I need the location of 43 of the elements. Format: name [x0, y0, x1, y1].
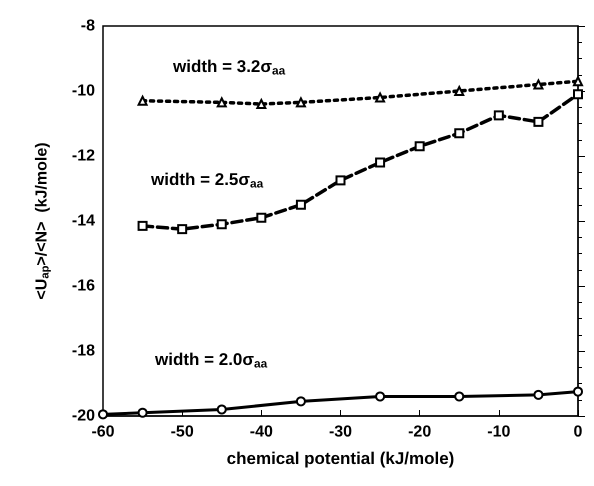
- point: [216, 404, 227, 414]
- point: [494, 110, 504, 120]
- y-tick-label: -8: [80, 18, 96, 34]
- point: [138, 96, 148, 106]
- point: [414, 141, 425, 152]
- y-tick-label: -12: [72, 148, 96, 164]
- point: [454, 392, 464, 402]
- point: [296, 200, 306, 210]
- point: [296, 396, 306, 406]
- point: [573, 386, 583, 397]
- point: [216, 219, 227, 230]
- y-tick-label: -10: [72, 82, 96, 100]
- y-tick-label: -16: [72, 278, 96, 294]
- x-tick-label: -60: [91, 424, 115, 440]
- point: [98, 409, 108, 420]
- point: [454, 86, 464, 96]
- x-tick-label: 0: [574, 424, 583, 440]
- point: [573, 76, 583, 86]
- point: [138, 408, 148, 418]
- point: [177, 224, 188, 234]
- point: [375, 158, 386, 168]
- point: [216, 97, 227, 108]
- x-tick-label: -30: [328, 424, 352, 440]
- point: [375, 392, 386, 402]
- point: [533, 390, 544, 400]
- point: [296, 97, 306, 108]
- y-tick-label: -14: [72, 212, 96, 230]
- x-axis-title: chemical potential (kJ/mole): [226, 449, 454, 468]
- y-tick-label: -18: [72, 342, 96, 360]
- point: [336, 175, 346, 186]
- point: [256, 99, 266, 109]
- point: [454, 128, 464, 138]
- point: [138, 220, 148, 231]
- x-tick-label: -50: [170, 424, 194, 440]
- point: [573, 89, 583, 100]
- x-tick-label: -10: [487, 424, 510, 440]
- point: [256, 212, 266, 223]
- x-tick-label: -40: [250, 424, 273, 440]
- y-axis-title: <Uap>/<N> (kJ/mole): [33, 142, 52, 300]
- x-tick-label: -20: [408, 424, 432, 440]
- point: [533, 116, 544, 127]
- y-tick-label: -20: [72, 408, 96, 424]
- point: [533, 80, 544, 90]
